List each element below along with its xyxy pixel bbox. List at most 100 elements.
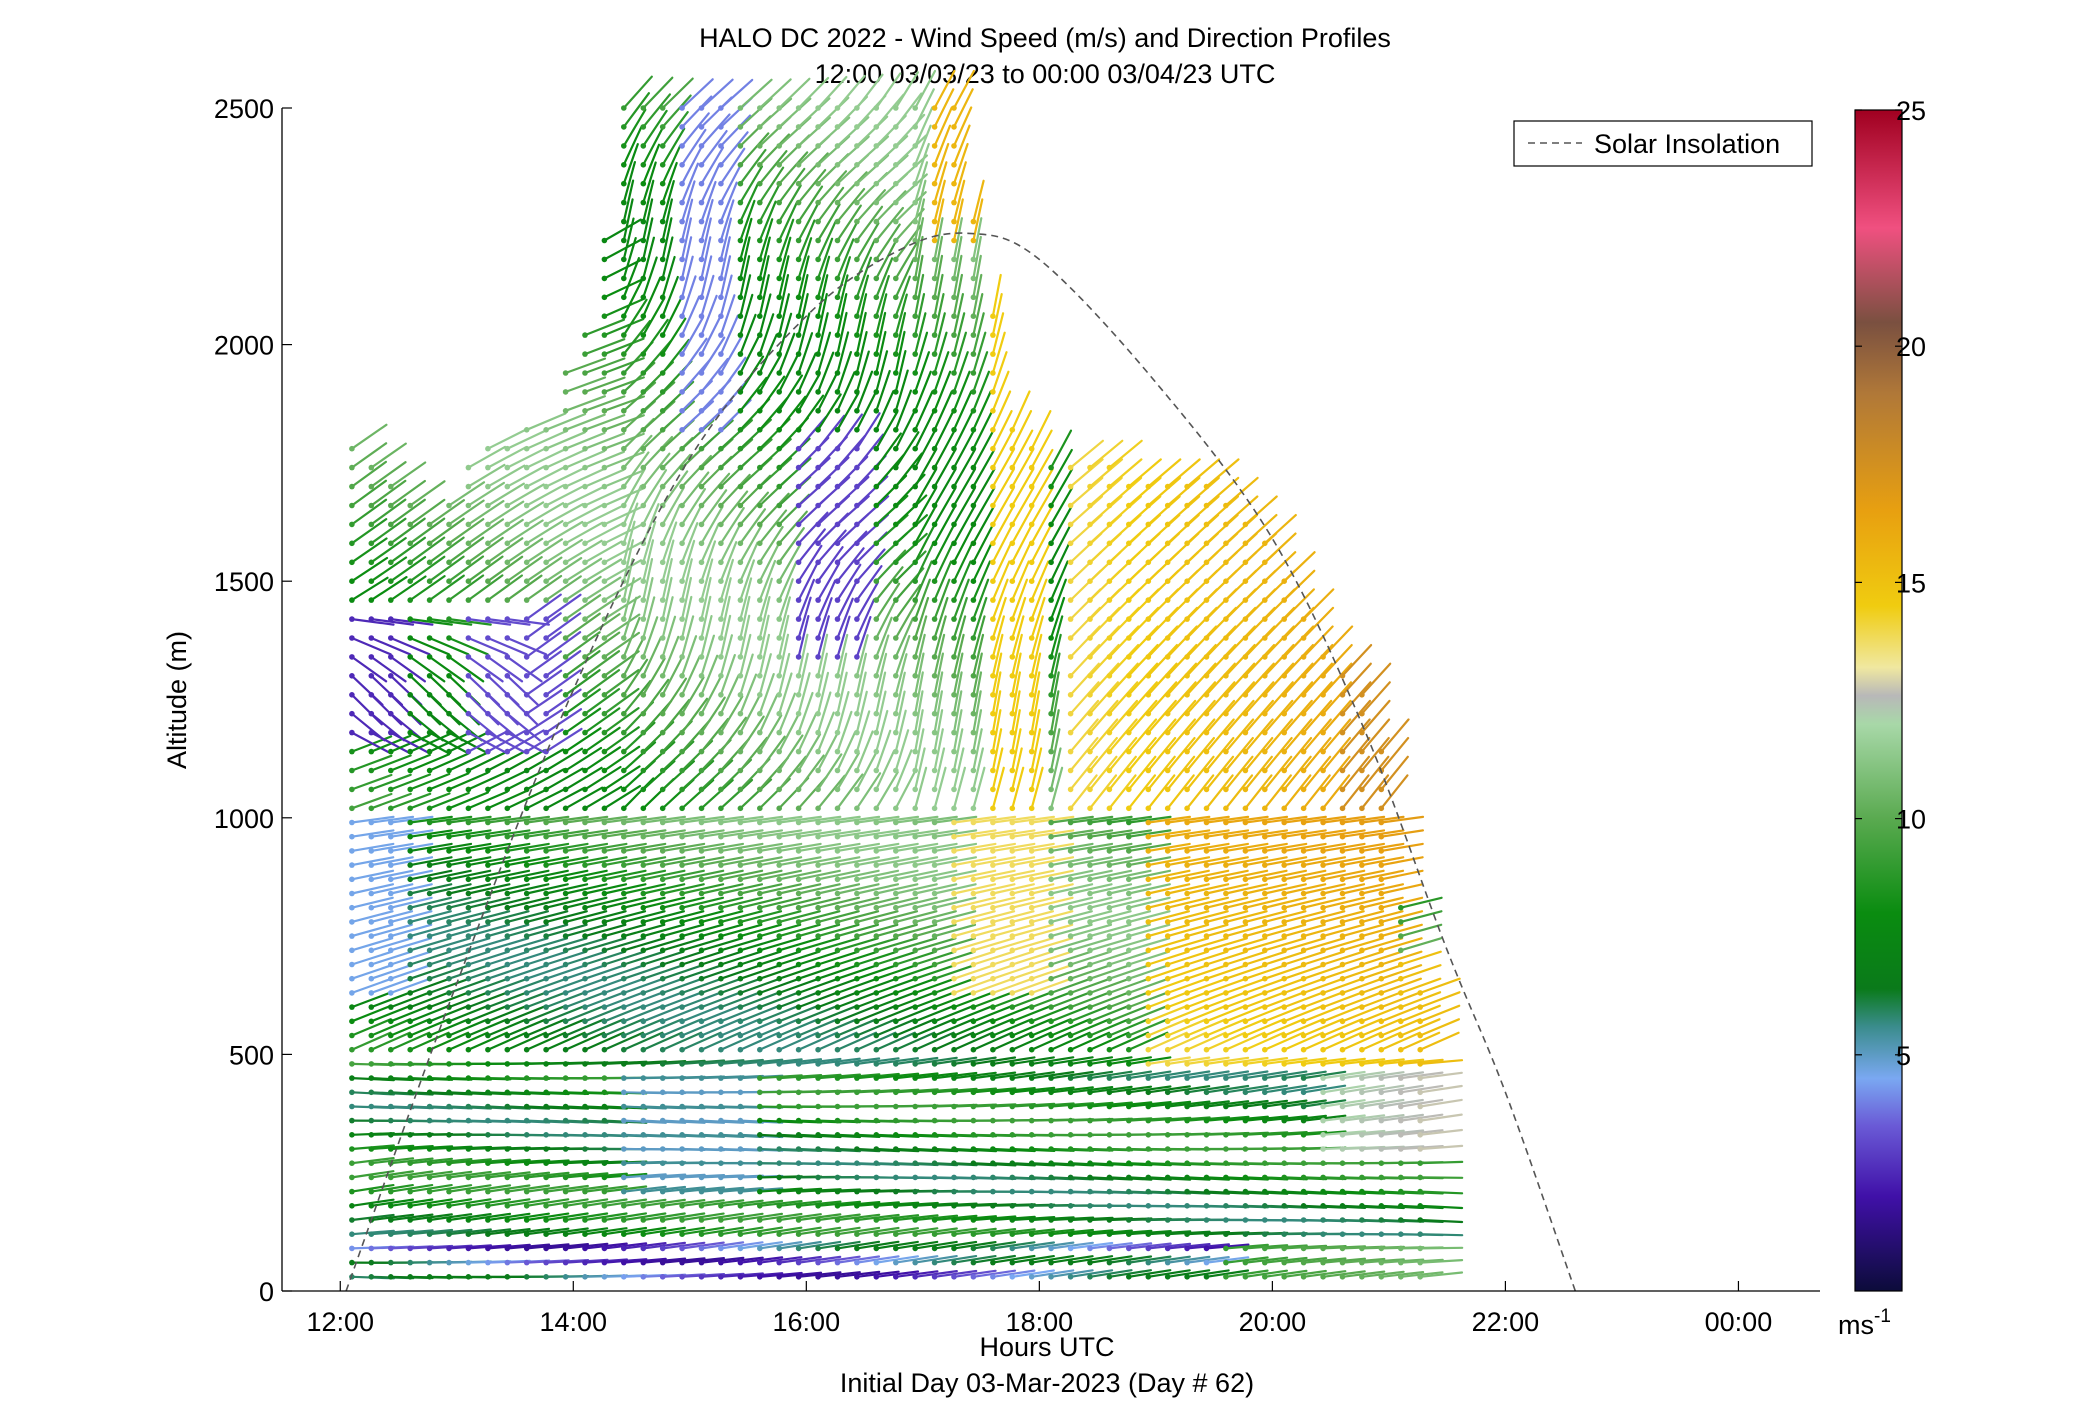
wind-barb-dot <box>912 673 918 679</box>
wind-barb <box>797 1057 842 1066</box>
wind-barb-dot <box>834 162 841 168</box>
wind-barb-dot <box>1106 1245 1113 1252</box>
wind-barb <box>991 1056 1036 1066</box>
wind-barb-dot <box>349 805 355 812</box>
wind-barb-dot <box>1106 1032 1113 1039</box>
wind-barb-dot <box>1048 1231 1054 1237</box>
wind-barb-dot <box>873 1174 880 1181</box>
wind-barb-dot <box>951 1075 957 1081</box>
wind-barb <box>544 538 583 564</box>
wind-barb <box>1088 937 1132 952</box>
wind-barb-dot <box>368 1245 375 1252</box>
wind-barb <box>1049 815 1094 824</box>
wind-barb-dot <box>737 105 744 111</box>
wind-barb <box>972 829 1017 838</box>
wind-barb-dot <box>1028 786 1035 793</box>
wind-barb <box>894 950 937 966</box>
wind-barb <box>603 726 640 753</box>
wind-barb <box>816 220 837 261</box>
wind-barb <box>836 731 857 772</box>
wind-barb-dot <box>873 427 880 433</box>
wind-barb-dot <box>407 616 414 622</box>
wind-barb <box>836 883 880 895</box>
wind-barb-dot <box>951 767 957 774</box>
wind-barb <box>778 395 807 431</box>
wind-barb-dot <box>834 1174 841 1181</box>
wind-barb <box>544 449 586 469</box>
wind-barb-dot <box>873 805 880 812</box>
wind-barb-dot <box>523 1217 530 1223</box>
wind-barb <box>836 495 870 526</box>
wind-barb <box>564 594 602 621</box>
wind-barb-dot <box>659 1103 666 1110</box>
wind-barb <box>1049 937 1093 952</box>
wind-barb-dot <box>776 521 782 528</box>
wind-barb-dot <box>349 833 355 840</box>
wind-barb <box>622 198 634 242</box>
wind-barb-dot <box>562 1075 569 1081</box>
wind-barb-dot <box>931 833 938 840</box>
wind-barb-dot <box>1028 1103 1035 1110</box>
wind-barb-dot <box>349 1046 355 1053</box>
wind-barb-dot <box>601 483 608 490</box>
wind-barb <box>583 668 621 696</box>
wind-barb <box>1069 476 1104 507</box>
wind-barb-dot <box>368 1274 375 1280</box>
wind-barb-dot <box>426 862 433 868</box>
wind-barb-dot <box>1048 692 1054 698</box>
wind-barb-dot <box>698 559 705 566</box>
wind-barb-dot <box>446 1217 452 1223</box>
wind-barb <box>506 636 548 656</box>
wind-barb <box>428 950 471 966</box>
wind-barb <box>583 991 626 1009</box>
wind-barb-dot <box>349 1217 355 1223</box>
wind-barb-dot <box>737 1032 744 1039</box>
wind-barb-dot <box>543 961 549 968</box>
wind-barb <box>661 615 677 659</box>
wind-barb-dot <box>543 654 549 660</box>
wind-barb-dot <box>776 1117 782 1124</box>
wind-barb-dot <box>698 199 705 206</box>
wind-barb-dot <box>795 521 802 528</box>
wind-barb-dot <box>854 805 860 812</box>
wind-barb-dot <box>601 332 608 338</box>
wind-barb <box>525 484 565 507</box>
wind-barb <box>661 896 705 909</box>
wind-barb <box>525 883 569 895</box>
wind-barb <box>350 896 394 909</box>
wind-barb <box>894 709 907 753</box>
wind-barb <box>952 1227 997 1236</box>
wind-barb <box>1108 1269 1153 1278</box>
wind-barb-dot <box>698 616 705 622</box>
wind-barb <box>739 614 751 659</box>
wind-barb-dot <box>388 819 394 826</box>
wind-barb <box>1069 842 1114 853</box>
wind-barb-dot <box>659 559 666 566</box>
wind-barb-dot <box>854 332 860 338</box>
wind-barb <box>1069 964 1112 980</box>
wind-barb-dot <box>931 275 938 282</box>
wind-barb <box>622 161 637 204</box>
wind-barb-dot <box>737 559 744 566</box>
wind-barb <box>467 923 510 938</box>
wind-barb-dot <box>523 1004 530 1010</box>
wind-barb-dot <box>523 919 530 925</box>
wind-barb <box>739 842 783 853</box>
wind-barb-dot <box>640 890 647 897</box>
wind-barb-dot <box>776 162 782 168</box>
wind-barb <box>700 1018 742 1037</box>
wind-barb <box>467 445 507 469</box>
wind-barb <box>797 733 822 772</box>
wind-barb-dot <box>912 947 918 954</box>
wind-barb-dot <box>757 1004 763 1010</box>
wind-barb <box>797 76 830 110</box>
wind-barb <box>914 923 957 938</box>
wind-barb <box>661 1018 703 1037</box>
wind-barb <box>1049 1241 1094 1250</box>
wind-barb-dot <box>1048 1203 1054 1209</box>
wind-barb-dot <box>679 1146 685 1152</box>
wind-barb <box>855 710 871 753</box>
wind-barb <box>719 419 754 450</box>
wind-barb <box>952 1269 997 1278</box>
wind-barb <box>952 728 964 772</box>
